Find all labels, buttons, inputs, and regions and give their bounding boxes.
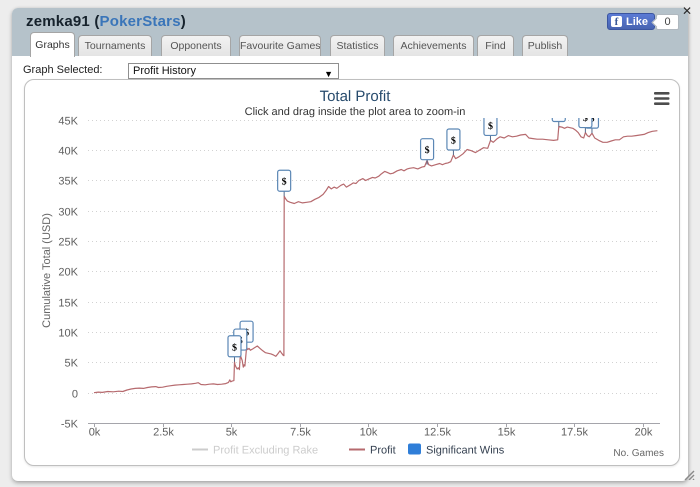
legend-label: Profit <box>370 445 396 457</box>
y-axis-label: 15K <box>58 298 78 310</box>
hamburger-icon <box>654 102 670 105</box>
y-axis-label: 20K <box>58 267 78 279</box>
x-axis-label: 17.5k <box>561 427 588 439</box>
y-axis-label: 5K <box>65 358 79 370</box>
facebook-like-count: 0 <box>656 14 679 30</box>
facebook-icon: f <box>611 16 622 28</box>
y-axis-label: 10K <box>58 328 78 340</box>
graph-select-dropdown[interactable]: Profit History ▼ <box>128 63 339 79</box>
win-flag[interactable]: $ <box>277 169 292 197</box>
win-flag[interactable]: $ <box>578 107 593 133</box>
tab-publish[interactable]: Publish <box>522 35 568 56</box>
close-icon[interactable]: ✕ <box>681 4 693 18</box>
hamburger-icon <box>654 97 670 100</box>
legend-label: Significant Wins <box>426 445 505 457</box>
flag-dollar-label: $ <box>488 121 493 132</box>
gridlines <box>88 120 660 394</box>
y-axis-label: -5K <box>61 419 79 431</box>
graph-select-label: Graph Selected: <box>23 64 103 76</box>
flag-box <box>227 335 242 358</box>
dropdown-arrow-icon: ▼ <box>324 69 333 79</box>
flag-box <box>578 118 593 129</box>
tab-tournaments[interactable]: Tournaments <box>78 35 152 56</box>
y-axis-label: 45K <box>58 116 78 128</box>
x-axis-label: 10k <box>360 427 378 439</box>
x-axis-label: 12.5k <box>424 427 451 439</box>
tab-favourite-games[interactable]: Favourite Games <box>239 35 321 56</box>
x-axis-label: 15k <box>498 427 516 439</box>
y-axis-label: 35K <box>58 176 78 188</box>
flag-box <box>277 169 292 192</box>
y-axis-label: 0 <box>72 389 78 401</box>
legend-swatch-square <box>408 443 421 455</box>
site-open-paren: ( <box>89 13 100 30</box>
tab-graphs[interactable]: Graphs <box>30 32 75 57</box>
x-axis-label: 7.5k <box>290 427 311 439</box>
flag-dollar-label: $ <box>282 177 287 188</box>
flag-dollar-label: $ <box>583 113 588 124</box>
site-close-paren: ) <box>180 13 186 30</box>
win-flag[interactable]: $ <box>227 335 242 362</box>
x-axis-label: 0k <box>89 427 101 439</box>
profit-series <box>93 125 658 394</box>
x-axis-title: No. Games <box>613 448 664 459</box>
flag-box <box>551 118 566 123</box>
facebook-like-label: Like <box>626 15 649 28</box>
chart-legend: Profit Excluding Rake Profit Significant W… <box>192 443 505 457</box>
flag-dollar-label: $ <box>425 145 430 156</box>
flag-box <box>446 128 461 151</box>
player-name: zemka91 <box>26 13 90 30</box>
win-flag[interactable]: $ <box>446 128 461 155</box>
x-axis-label: 5k <box>226 427 238 439</box>
tab-bar: Graphs Tournaments Opponents Favourite G… <box>12 32 688 57</box>
chart-menu-button[interactable] <box>654 92 670 105</box>
legend-item[interactable]: Significant Wins <box>408 443 505 457</box>
x-axis-ticks <box>94 423 644 427</box>
hamburger-icon <box>654 92 670 95</box>
x-axis-label: 20k <box>635 427 653 439</box>
y-axis-title: Cumulative Total (USD) <box>41 213 53 328</box>
flag-box <box>483 118 498 137</box>
legend-item[interactable]: Profit <box>349 445 396 457</box>
y-axis-labels: -5K 0 5K 10K 15K 20K 25K 30K 35K 40K 45K <box>58 116 78 431</box>
tab-achievements[interactable]: Achievements <box>393 35 474 56</box>
chart-card <box>24 79 680 466</box>
y-axis-label: 30K <box>58 207 78 219</box>
y-axis-label: 25K <box>58 237 78 249</box>
resize-grip-icon[interactable] <box>684 470 695 480</box>
flag-box <box>419 138 435 161</box>
flag-dollar-label: $ <box>556 107 561 118</box>
facebook-like-button[interactable]: f Like <box>607 13 656 30</box>
y-axis-label: 40K <box>58 146 78 158</box>
win-flag[interactable]: $ <box>483 114 498 141</box>
x-axis-label: 2.5k <box>153 427 174 439</box>
significant-wins-flags: $$$$$$$$$$ <box>227 100 600 362</box>
flag-dollar-label: $ <box>232 342 237 353</box>
tab-opponents[interactable]: Opponents <box>161 35 231 56</box>
chart-subtitle: Click and drag inside the plot area to z… <box>245 106 466 118</box>
win-flag[interactable]: $ <box>419 138 435 165</box>
graph-select-value: Profit History <box>133 65 196 77</box>
graph-select-row: Graph Selected: Profit History ▼ <box>12 56 688 82</box>
tab-find[interactable]: Find <box>477 35 514 56</box>
page-title: zemka91 (PokerStars) <box>26 13 186 30</box>
legend-label: Profit Excluding Rake <box>213 445 318 457</box>
flag-dollar-label: $ <box>451 135 456 146</box>
widget-panel: zemka91 (PokerStars) f Like 0 Graphs Tou… <box>12 8 688 481</box>
facebook-like-plugin: f Like 0 <box>607 13 682 31</box>
site-name[interactable]: PokerStars <box>99 13 181 30</box>
profit-line <box>93 125 658 394</box>
legend-item[interactable]: Profit Excluding Rake <box>192 445 318 457</box>
chart-title: Total Profit <box>320 88 392 105</box>
tab-statistics[interactable]: Statistics <box>330 35 385 56</box>
x-axis-labels: 0k 2.5k 5k 7.5k 10k 12.5k 15k 17.5k 20k <box>89 427 653 439</box>
win-flag[interactable]: $ <box>551 100 566 127</box>
